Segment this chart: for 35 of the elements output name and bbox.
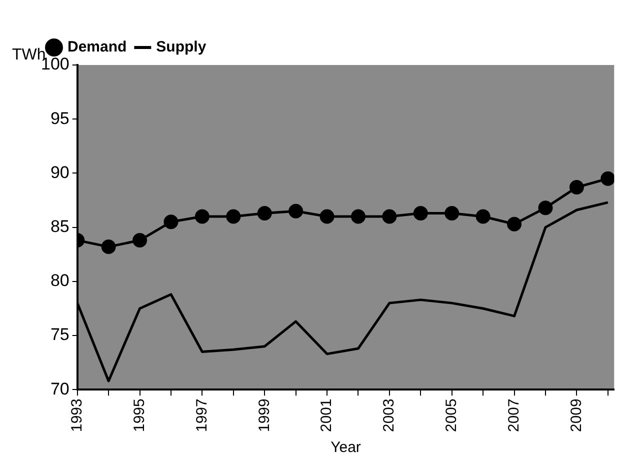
- point: [101, 240, 116, 254]
- point: [132, 233, 148, 248]
- x-tick-label: 1999: [256, 398, 273, 432]
- point: [320, 209, 334, 224]
- y-tick-label: 70: [50, 379, 70, 398]
- point: [288, 204, 304, 218]
- y-tick-label: 90: [50, 162, 70, 182]
- y-tick-label: 85: [50, 217, 70, 236]
- point: [444, 206, 460, 220]
- y-tick-label: 75: [50, 325, 70, 344]
- point: [569, 180, 584, 195]
- point: [257, 206, 272, 220]
- x-tick-label: 1997: [193, 398, 210, 432]
- x-tick-label: 2007: [505, 398, 522, 432]
- legend-label: Demand: [68, 38, 127, 56]
- point: [476, 209, 490, 224]
- point: [507, 216, 522, 232]
- legend-label: Supply: [156, 38, 207, 56]
- x-tick-label: 2003: [380, 398, 398, 432]
- point: [194, 209, 210, 224]
- y-tick-label: 95: [50, 108, 70, 128]
- point: [600, 171, 614, 186]
- point: [350, 209, 366, 224]
- point: [164, 214, 178, 230]
- x-tick-label: 2005: [443, 398, 460, 432]
- x-axis-title: Year: [330, 439, 361, 456]
- x-tick-label: 1995: [130, 398, 148, 432]
- x-tick-label: 2009: [568, 398, 585, 432]
- point: [413, 206, 428, 220]
- y-tick-label: 80: [50, 271, 70, 290]
- x-tick-label: 1993: [68, 398, 86, 432]
- point: [382, 209, 397, 224]
- point: [226, 209, 241, 224]
- point: [538, 200, 553, 216]
- x-tick-label: 2001: [318, 398, 336, 432]
